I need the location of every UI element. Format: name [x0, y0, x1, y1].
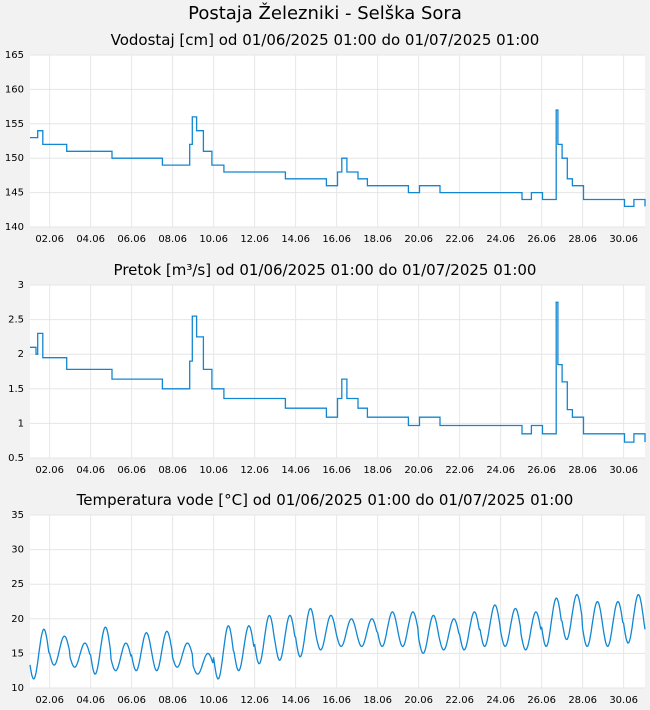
x-tick-label: 20.06 [404, 234, 433, 245]
x-tick-label: 24.06 [486, 234, 515, 245]
chart-2-title: Pretok [m³/s] od 01/06/2025 01:00 do 01/… [113, 261, 537, 279]
x-tick-label: 06.06 [117, 465, 146, 476]
x-tick-label: 12.06 [240, 465, 269, 476]
plot-area [30, 55, 645, 227]
y-tick-label: 10 [11, 683, 24, 694]
y-tick-label: 160 [5, 84, 24, 95]
x-tick-label: 26.06 [527, 234, 556, 245]
x-tick-label: 10.06 [199, 465, 228, 476]
x-tick-label: 22.06 [445, 695, 474, 706]
y-tick-label: 25 [11, 579, 24, 590]
x-tick-label: 18.06 [363, 234, 392, 245]
x-tick-label: 02.06 [35, 234, 64, 245]
x-tick-label: 06.06 [117, 695, 146, 706]
chart-1-title: Vodostaj [cm] od 01/06/2025 01:00 do 01/… [110, 31, 540, 49]
series-line [30, 109, 646, 208]
series-line [30, 301, 646, 443]
x-tick-label: 12.06 [240, 234, 269, 245]
y-tick-label: 2.5 [8, 315, 24, 326]
x-tick-label: 16.06 [322, 465, 351, 476]
plot-area [30, 285, 645, 458]
x-tick-label: 26.06 [527, 695, 556, 706]
x-tick-label: 30.06 [609, 465, 638, 476]
x-tick-label: 30.06 [609, 695, 638, 706]
y-tick-label: 30 [11, 545, 24, 556]
x-tick-label: 16.06 [322, 695, 351, 706]
y-tick-label: 15 [11, 648, 24, 659]
x-tick-label: 14.06 [281, 234, 310, 245]
y-tick-label: 1 [18, 418, 24, 429]
x-tick-label: 04.06 [76, 234, 105, 245]
page-title: Postaja Železniki - Selška Sora [188, 3, 462, 24]
x-tick-label: 12.06 [240, 695, 269, 706]
x-tick-label: 10.06 [199, 695, 228, 706]
x-tick-label: 28.06 [568, 465, 597, 476]
x-tick-label: 04.06 [76, 465, 105, 476]
y-tick-label: 145 [5, 188, 24, 199]
x-tick-label: 20.06 [404, 465, 433, 476]
x-tick-label: 18.06 [363, 695, 392, 706]
y-tick-label: 155 [5, 119, 24, 130]
x-tick-label: 02.06 [35, 695, 64, 706]
y-tick-label: 0.5 [8, 453, 24, 464]
x-tick-label: 04.06 [76, 695, 105, 706]
y-tick-label: 3 [18, 280, 24, 291]
y-tick-label: 35 [11, 510, 24, 521]
x-tick-label: 30.06 [609, 234, 638, 245]
series-line [29, 593, 646, 680]
x-tick-label: 08.06 [158, 465, 187, 476]
y-tick-label: 20 [11, 614, 24, 625]
y-tick-label: 150 [5, 153, 24, 164]
x-tick-label: 28.06 [568, 234, 597, 245]
x-tick-label: 24.06 [486, 465, 515, 476]
y-tick-label: 140 [5, 222, 24, 233]
x-tick-label: 02.06 [35, 465, 64, 476]
x-tick-label: 14.06 [281, 465, 310, 476]
x-tick-label: 06.06 [117, 234, 146, 245]
x-tick-label: 18.06 [363, 465, 392, 476]
y-tick-label: 1.5 [8, 384, 24, 395]
x-tick-label: 16.06 [322, 234, 351, 245]
x-tick-label: 20.06 [404, 695, 433, 706]
chart-3-title: Temperatura vode [°C] od 01/06/2025 01:0… [76, 491, 574, 509]
plot-area [30, 515, 645, 688]
x-tick-label: 28.06 [568, 695, 597, 706]
x-tick-label: 22.06 [445, 465, 474, 476]
y-tick-label: 2 [18, 349, 24, 360]
x-tick-label: 10.06 [199, 234, 228, 245]
x-tick-label: 14.06 [281, 695, 310, 706]
x-tick-label: 26.06 [527, 465, 556, 476]
x-tick-label: 08.06 [158, 234, 187, 245]
x-tick-label: 24.06 [486, 695, 515, 706]
x-tick-label: 08.06 [158, 695, 187, 706]
x-tick-label: 22.06 [445, 234, 474, 245]
y-tick-label: 165 [5, 50, 24, 61]
